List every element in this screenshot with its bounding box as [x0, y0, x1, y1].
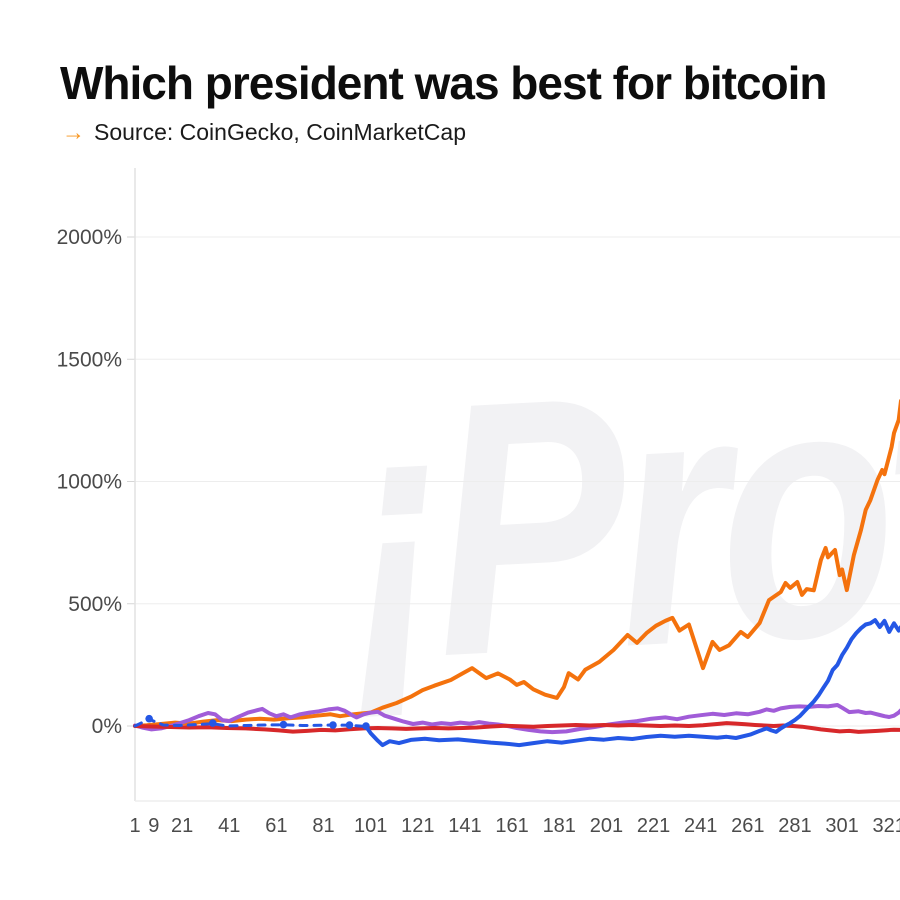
blue-dot — [345, 721, 354, 729]
x-tick-label: 301 — [825, 815, 858, 837]
x-tick-label: 21 — [171, 815, 193, 837]
y-tick-label: 2000% — [57, 226, 122, 249]
red-series-line — [133, 721, 900, 734]
blue-dot — [329, 721, 337, 729]
arrow-icon: → — [62, 119, 85, 145]
y-tick-label: 0% — [92, 715, 122, 738]
y-tick-label: 1000% — [57, 471, 122, 494]
source-text: Source: CoinGecko, CoinMarketCap — [94, 119, 466, 145]
x-tick-label: 61 — [265, 815, 287, 837]
x-tick-label: 281 — [778, 815, 811, 837]
x-tick-label: 201 — [590, 815, 623, 837]
purple-series-line — [133, 703, 900, 735]
x-tick-label: 241 — [684, 815, 717, 837]
blue-dashed-series-line — [133, 717, 368, 728]
x-tick-label: 181 — [543, 815, 576, 837]
x-tick-label: 161 — [495, 815, 528, 837]
blue-dot — [208, 719, 217, 727]
x-tick-label: 221 — [637, 815, 670, 837]
blue-dot — [145, 714, 153, 723]
source-line: → Source: CoinGecko, CoinMarketCap — [62, 119, 466, 146]
x-tick-label: 261 — [731, 815, 764, 837]
blue-dot — [362, 722, 370, 730]
x-tick-label: 141 — [448, 815, 481, 837]
blue-dot — [279, 720, 288, 729]
x-tick-label: 1 — [129, 815, 140, 837]
x-tick-label: 41 — [218, 815, 240, 837]
x-tick-label: 81 — [312, 815, 334, 837]
blue-series-line — [364, 618, 900, 748]
x-tick-label: 9 — [148, 815, 159, 837]
x-tick-label: 121 — [401, 815, 434, 837]
x-tick-label: 101 — [354, 815, 387, 837]
orange-series-line — [133, 399, 900, 728]
y-tick-label: 1500% — [57, 348, 122, 371]
page-title: Which president was best for bitcoin — [60, 57, 828, 109]
y-tick-label: 500% — [68, 593, 122, 616]
x-tick-label: 321 — [873, 815, 900, 837]
